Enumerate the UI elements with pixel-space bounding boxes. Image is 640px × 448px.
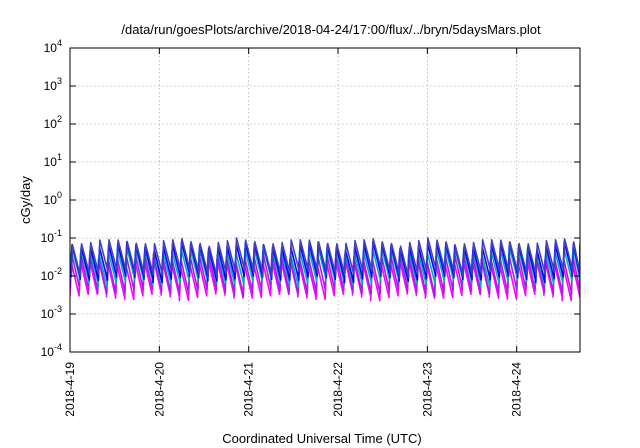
axis-ticks: 10-4 10-3 10-2 10-1 100 101 102 103 104 2018-4-19… [41,38,580,417]
y-tick-label: 10-1 [41,228,62,245]
grid [70,48,580,352]
x-tick-label: 2018-4-23 [420,362,434,417]
y-tick-label: 10-3 [41,304,62,321]
x-tick-label: 2018-4-24 [510,362,524,417]
y-tick-label: 104 [44,38,62,55]
x-tick-label: 2018-4-22 [331,362,345,417]
x-tick-label: 2018-4-19 [63,362,77,417]
x-tick-label: 2018-4-20 [152,362,166,417]
y-tick-label: 10-2 [41,266,62,283]
chart-title: /data/run/goesPlots/archive/2018-04-24/1… [121,22,541,37]
x-tick-label: 2018-4-21 [242,362,256,417]
y-tick-label: 10-4 [41,342,62,359]
y-axis-label: cGy/day [18,176,33,224]
y-tick-label: 102 [44,114,62,131]
series-lines [70,237,580,302]
x-axis-label: Coordinated Universal Time (UTC) [222,431,421,446]
series-line [70,237,580,279]
y-tick-label: 101 [44,152,62,169]
y-tick-label: 100 [44,190,62,207]
y-tick-label: 103 [44,76,62,93]
